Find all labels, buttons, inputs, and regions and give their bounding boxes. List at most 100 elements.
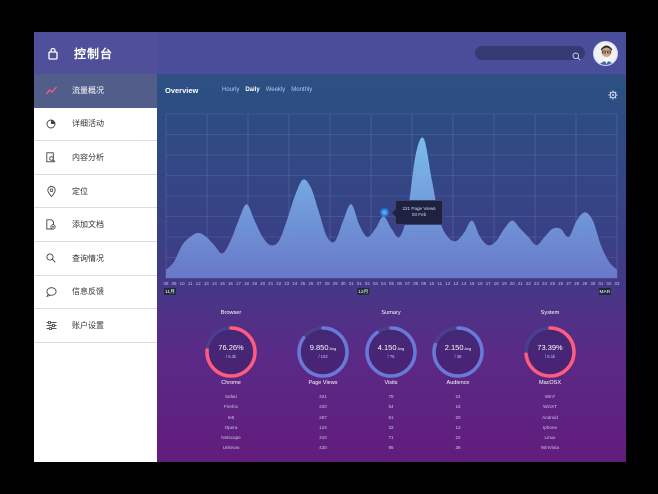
- list-item: 54: [388, 404, 394, 410]
- tab-daily[interactable]: Daily: [245, 87, 260, 93]
- list-item: 22: [455, 435, 461, 441]
- tab-monthly[interactable]: Monthly: [291, 87, 313, 93]
- x-tick-label: 01: [598, 281, 603, 286]
- ring-progress: [432, 326, 484, 378]
- avg-label: Avg: [463, 346, 472, 351]
- x-tick-label: 19: [502, 281, 507, 286]
- x-tick-label: 31: [349, 281, 354, 286]
- gear-icon[interactable]: [608, 87, 618, 105]
- x-tick-label: 10: [429, 281, 434, 286]
- list-item: 20: [455, 414, 461, 420]
- sidebar-item-6[interactable]: 查询情况: [34, 242, 157, 276]
- sidebar-item-2[interactable]: 详细活动: [34, 108, 157, 142]
- list-item: 71: [388, 435, 394, 441]
- pageviews-list: 321 220 267 124 310 430: [293, 392, 353, 454]
- x-tick-label: 22: [526, 281, 531, 286]
- sidebar-item-label: 添加文档: [72, 220, 104, 230]
- x-tick-label: 23: [284, 281, 289, 286]
- sidebar: 控制台 流量概况 详细活动 内容分析 定位添加文档查询情况信息反馈账户设置: [34, 32, 157, 462]
- chart-highlight-point[interactable]: [380, 208, 389, 217]
- month-marker-label: MAR: [600, 289, 611, 295]
- audience-title: Audience: [446, 380, 470, 386]
- add-document-icon: [38, 219, 64, 230]
- x-tick-label: 21: [518, 281, 523, 286]
- x-tick-label: 06: [397, 281, 402, 286]
- sidebar-item-4[interactable]: 定位: [34, 175, 157, 209]
- line-chart-icon: [38, 86, 64, 95]
- overview-title: Overview: [165, 86, 199, 95]
- x-tick-label: 12: [445, 281, 450, 286]
- search-icon[interactable]: [572, 48, 581, 66]
- avatar[interactable]: [593, 41, 618, 66]
- sidebar-item-1[interactable]: 流量概况: [34, 74, 157, 108]
- tab-hourly[interactable]: Hourly: [222, 87, 240, 93]
- x-tick-label: 23: [534, 281, 539, 286]
- ring-progress: [524, 326, 576, 378]
- x-tick-label: 13: [453, 281, 458, 286]
- sidebar-item-5[interactable]: 添加文档: [34, 208, 157, 242]
- search-icon: [38, 253, 64, 263]
- pageviews-ring: 9.850 Avg / 102: [296, 325, 350, 379]
- time-range-tabs: Hourly Daily Weekly Monthly: [222, 87, 318, 93]
- visits-value: 4.150 Avg: [377, 343, 405, 352]
- list-item: Iphone: [542, 424, 558, 430]
- x-tick-label: 26: [558, 281, 563, 286]
- x-tick-label: 17: [236, 281, 241, 286]
- x-tick-label: 20: [510, 281, 515, 286]
- sidebar-item-8[interactable]: 账户设置: [34, 309, 157, 343]
- traffic-area-series: [166, 137, 617, 278]
- ring-progress: [297, 326, 349, 378]
- x-tick-label: 03: [615, 281, 620, 286]
- list-item: Linux: [544, 435, 556, 441]
- location-pin-icon: [38, 185, 64, 197]
- x-tick-label: 22: [276, 281, 281, 286]
- list-item: 220: [319, 404, 327, 410]
- list-item: 16: [455, 404, 461, 410]
- x-tick-label: 20: [260, 281, 265, 286]
- pageviews-sub: / 102: [318, 354, 328, 359]
- x-tick-label: 07: [405, 281, 410, 286]
- visits-title: Visits: [384, 380, 398, 386]
- x-tick-label: 28: [325, 281, 330, 286]
- x-tick-label: 05: [389, 281, 394, 286]
- x-tick-label: 11: [438, 281, 443, 286]
- list-item: Unknow: [222, 445, 240, 451]
- lock-icon: [40, 47, 66, 60]
- list-item: 61: [388, 414, 394, 420]
- x-tick-label: 25: [300, 281, 305, 286]
- pageviews-title: Page Views: [308, 380, 338, 386]
- x-tick-label: 27: [317, 281, 322, 286]
- system-section-label: System: [540, 310, 560, 316]
- x-tick-label: 26: [309, 281, 314, 286]
- search-input[interactable]: [475, 46, 585, 61]
- x-tick-label: 08: [413, 281, 418, 286]
- tab-weekly[interactable]: Weekly: [265, 87, 286, 93]
- avg-label: Avg: [396, 346, 405, 351]
- list-item: 321: [319, 394, 327, 399]
- x-tick-label: 15: [470, 281, 475, 286]
- x-tick-label: 24: [292, 281, 297, 286]
- audience-list: 24 16 20 12 22 36: [428, 392, 488, 454]
- month-marker-bg: [164, 288, 176, 295]
- audience-sub: / 38: [454, 354, 462, 359]
- x-tick-label: 25: [550, 281, 555, 286]
- x-tick-label: 15: [220, 281, 225, 286]
- list-item: 78: [388, 394, 394, 399]
- system-value: 73.39%: [537, 343, 563, 352]
- ring-progress: [365, 326, 417, 378]
- x-tick-label: 02: [607, 281, 612, 286]
- dashboard-app: 控制台 流量概况 详细活动 内容分析 定位添加文档查询情况信息反馈账户设置 Overv…: [34, 32, 626, 462]
- sidebar-item-3[interactable]: 内容分析: [34, 141, 157, 175]
- x-tick-label: 28: [574, 281, 579, 286]
- sidebar-item-7[interactable]: 信息反馈: [34, 276, 157, 310]
- x-tick-label: 01: [357, 281, 362, 286]
- month-marker-bg: [598, 288, 611, 295]
- sidebar-item-label: 信息反馈: [72, 287, 104, 297]
- x-tick-label: 18: [244, 281, 249, 286]
- list-item: Safari: [224, 394, 237, 399]
- list-item: 267: [319, 414, 327, 420]
- browser-sub: / 6.3k: [225, 354, 237, 359]
- app-title: 控制台: [74, 46, 114, 61]
- main-panel: Overview Hourly Daily Weekly Monthly 08 09 10…: [157, 32, 626, 462]
- list-item: Firefox: [223, 404, 239, 410]
